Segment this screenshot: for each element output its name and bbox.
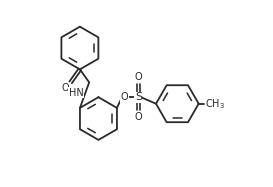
Text: O: O <box>135 72 142 82</box>
Text: S: S <box>135 92 142 102</box>
Text: HN: HN <box>69 88 84 98</box>
Text: O: O <box>121 92 128 102</box>
Text: O: O <box>61 83 69 93</box>
Text: CH$_3$: CH$_3$ <box>205 97 225 111</box>
Text: O: O <box>135 112 142 122</box>
